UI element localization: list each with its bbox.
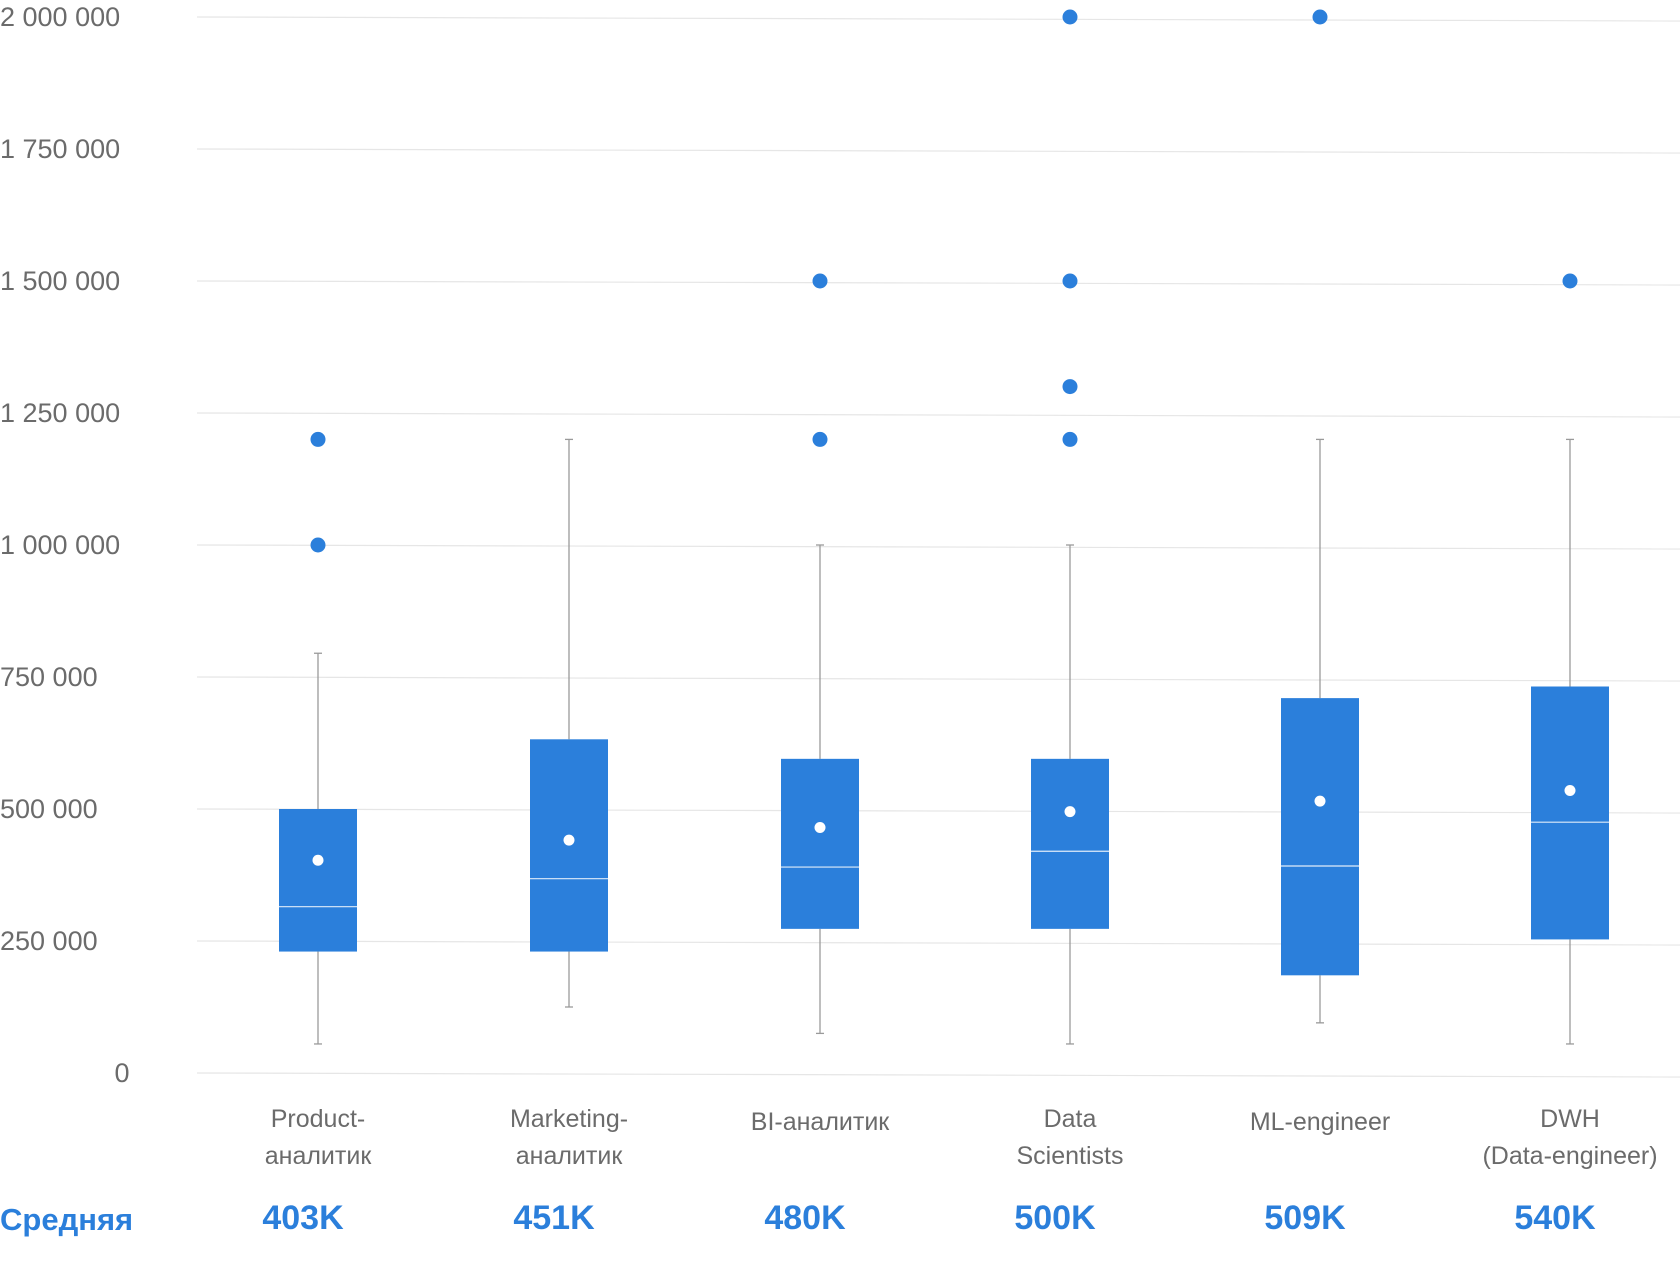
box-group	[781, 273, 859, 1035]
mean-value-label: 509K	[1264, 1199, 1346, 1237]
outlier-point	[310, 537, 326, 553]
box-group	[1281, 9, 1359, 1024]
outlier-point	[1312, 9, 1328, 25]
x-axis-label: ML-engineer	[1250, 1108, 1390, 1136]
outlier-point	[1562, 273, 1578, 289]
gridline	[196, 940, 1680, 946]
gridline	[196, 808, 1680, 814]
y-tick-label: 2 000 000	[0, 2, 120, 32]
iqr-box	[1281, 698, 1359, 976]
x-axis-label: Scientists	[1017, 1142, 1124, 1170]
mean-marker	[563, 834, 575, 846]
x-axis-label: Marketing-	[510, 1105, 628, 1133]
y-tick-label: 0	[114, 1058, 129, 1088]
box-group	[1531, 273, 1609, 1045]
gridline	[196, 676, 1680, 682]
outlier-point	[1062, 9, 1078, 25]
outlier-point	[310, 431, 326, 447]
x-axis-label: аналитик	[265, 1142, 373, 1170]
boxes	[279, 9, 1609, 1045]
gridline	[196, 280, 1680, 286]
x-axis-label: DWH	[1540, 1105, 1600, 1133]
box-group	[530, 438, 608, 1008]
iqr-box	[279, 809, 357, 952]
iqr-box	[781, 758, 859, 929]
y-tick-label: 500 000	[0, 794, 98, 824]
iqr-box	[1031, 758, 1109, 929]
outlier-point	[1062, 379, 1078, 395]
x-axis-label: (Data-engineer)	[1482, 1142, 1657, 1170]
outlier-point	[812, 273, 828, 289]
mean-marker	[1064, 806, 1076, 818]
mean-value-label: 540K	[1514, 1199, 1596, 1237]
mean-marker	[814, 821, 826, 833]
y-tick-label: 1 250 000	[0, 398, 120, 428]
box-group	[279, 431, 357, 1045]
gridline	[196, 16, 1680, 22]
y-tick-label: 1 000 000	[0, 530, 120, 560]
mean-marker	[1314, 795, 1326, 807]
gridlines	[196, 16, 1680, 1078]
box-group	[1031, 9, 1109, 1045]
gridline	[196, 1072, 1680, 1078]
x-axis-label: аналитик	[516, 1142, 624, 1170]
x-axis-labels: Product-аналитик Marketing-аналитик BI-ана…	[265, 1105, 1658, 1170]
x-axis-label: Data	[1044, 1105, 1097, 1133]
y-tick-label: 1 750 000	[0, 134, 120, 164]
y-axis-ticks: 0 250 000 500 000 750 000 1 000 000 1 250 000…	[0, 2, 130, 1088]
outlier-point	[812, 431, 828, 447]
outlier-point	[1062, 273, 1078, 289]
gridline	[196, 412, 1680, 418]
y-tick-label: 250 000	[0, 926, 98, 956]
mean-value-label: 403K	[262, 1199, 344, 1237]
mean-marker	[312, 854, 324, 866]
mean-value-label: 480K	[764, 1199, 846, 1237]
mean-row: Средняя 403K 451K 480K 500K 509K 540K	[0, 1199, 1596, 1237]
mean-marker	[1564, 785, 1576, 797]
x-axis-label: Product-	[271, 1105, 365, 1133]
iqr-box	[1531, 686, 1609, 940]
mean-value-label: 451K	[513, 1199, 595, 1237]
y-tick-label: 1 500 000	[0, 266, 120, 296]
gridline	[196, 544, 1680, 550]
y-tick-label: 750 000	[0, 662, 98, 692]
x-axis-label: BI-аналитик	[751, 1108, 891, 1136]
gridline	[196, 148, 1680, 154]
outlier-point	[1062, 431, 1078, 447]
mean-value-label: 500K	[1014, 1199, 1096, 1237]
mean-row-caption: Средняя	[0, 1202, 133, 1237]
